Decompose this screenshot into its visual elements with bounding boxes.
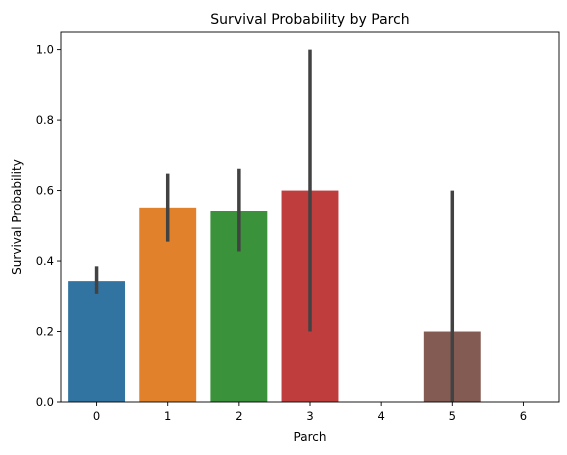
x-tick-label: 5 bbox=[449, 409, 456, 423]
y-axis: 0.0 0.2 0.4 0.6 0.8 1.0 bbox=[36, 43, 61, 409]
x-tick-label: 6 bbox=[520, 409, 527, 423]
x-tick-label: 3 bbox=[306, 409, 313, 423]
y-tick-label: 1.0 bbox=[36, 43, 54, 57]
y-tick-label: 0.4 bbox=[36, 254, 54, 268]
y-tick-label: 0.0 bbox=[36, 395, 54, 409]
y-tick-label: 0.6 bbox=[36, 184, 54, 198]
x-tick-label: 0 bbox=[93, 409, 100, 423]
x-tick-label: 1 bbox=[164, 409, 171, 423]
bar-parch-0 bbox=[68, 281, 126, 402]
error-bars-group bbox=[94, 49, 455, 402]
x-tick-label: 4 bbox=[377, 409, 384, 423]
y-axis-label: Survival Probability bbox=[10, 159, 24, 275]
x-axis-label: Parch bbox=[294, 430, 327, 444]
x-axis: 0 1 2 3 4 5 6 bbox=[93, 402, 527, 423]
x-tick-label: 2 bbox=[235, 409, 242, 423]
y-tick-label: 0.2 bbox=[36, 325, 54, 339]
y-tick-label: 0.8 bbox=[36, 113, 54, 127]
chart-title: Survival Probability by Parch bbox=[210, 12, 409, 28]
